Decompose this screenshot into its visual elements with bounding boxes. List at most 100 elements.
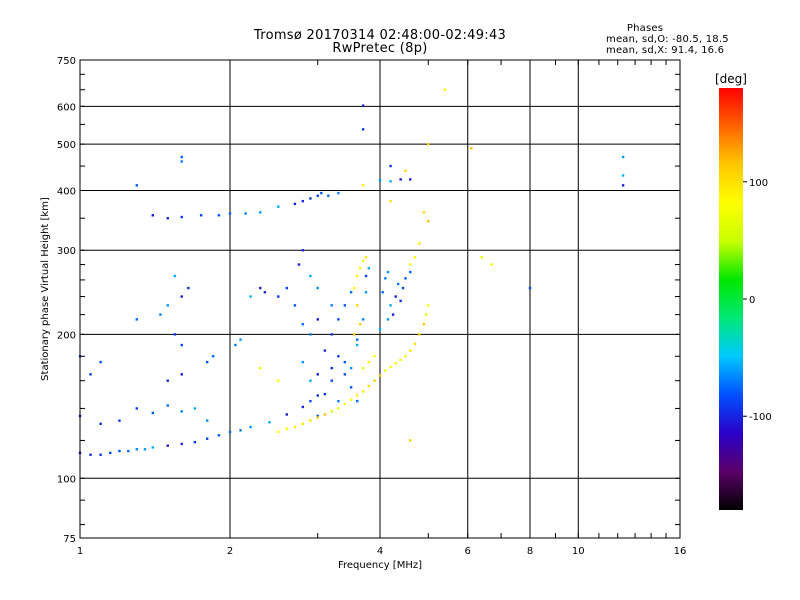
y-tick-label: 75 bbox=[63, 534, 76, 545]
x-tick-label: 2 bbox=[227, 546, 233, 557]
echo-point-o bbox=[316, 394, 319, 397]
echo-point-o bbox=[211, 355, 215, 358]
echo-point-x bbox=[409, 439, 412, 442]
echo-point-o bbox=[205, 419, 209, 422]
echo-point-o bbox=[409, 178, 412, 181]
echo-point-o bbox=[394, 295, 397, 298]
echo-point-x bbox=[361, 366, 365, 370]
echo-point-o bbox=[205, 437, 209, 440]
echo-point-o bbox=[384, 277, 387, 280]
echo-point-x bbox=[364, 256, 368, 259]
echo-point-o bbox=[259, 211, 262, 214]
echo-point-o bbox=[621, 184, 625, 187]
echo-point-o bbox=[323, 349, 327, 352]
x-tick-label: 4 bbox=[377, 546, 383, 557]
echo-point-x bbox=[367, 384, 371, 388]
echo-point-o bbox=[386, 270, 390, 274]
echo-point-x bbox=[259, 366, 262, 370]
echo-point-o bbox=[277, 295, 280, 298]
echo-point-o bbox=[301, 405, 305, 409]
echo-point-o bbox=[355, 343, 359, 347]
echo-point-o bbox=[621, 174, 625, 177]
echo-point-o bbox=[217, 214, 221, 217]
echo-point-o bbox=[293, 202, 297, 206]
x-tick-label: 10 bbox=[572, 546, 585, 557]
echo-point-o bbox=[193, 407, 197, 410]
x-axis-label: Frequency [MHz] bbox=[338, 560, 422, 571]
echo-point-o bbox=[268, 421, 271, 424]
x-tick-label: 16 bbox=[674, 546, 687, 557]
echo-point-o bbox=[285, 413, 288, 416]
echo-point-o bbox=[343, 304, 347, 307]
y-tick-label: 300 bbox=[57, 246, 76, 257]
echo-point-x bbox=[355, 274, 359, 278]
echo-point-o bbox=[337, 355, 340, 358]
echo-point-x bbox=[301, 422, 305, 426]
echo-point-o bbox=[309, 333, 312, 336]
echo-point-o bbox=[349, 386, 353, 389]
echo-point-o bbox=[309, 379, 312, 382]
echo-point-o bbox=[364, 291, 368, 294]
echo-point-o bbox=[293, 304, 297, 307]
axis-ticks: 1 2 4 6 8 10 16 75 100 200 300 400 500 600 750 bbox=[57, 56, 686, 557]
x-tick-label: 1 bbox=[77, 546, 83, 557]
echo-point-o bbox=[330, 304, 333, 307]
echo-point-x bbox=[355, 394, 359, 397]
y-tick-label: 100 bbox=[57, 474, 76, 485]
echo-point-o bbox=[99, 360, 102, 364]
echo-point-o bbox=[301, 199, 305, 203]
echo-point-o bbox=[330, 333, 333, 336]
echo-point-x bbox=[352, 333, 356, 336]
echo-point-o bbox=[249, 295, 252, 298]
echo-point-o bbox=[193, 440, 197, 444]
phases-x-stats: mean, sd,X: 91.4, 16.6 bbox=[606, 45, 725, 56]
echo-point-o bbox=[239, 429, 242, 432]
echo-point-x bbox=[418, 333, 421, 336]
echo-point-o bbox=[180, 343, 183, 347]
echo-point-x bbox=[367, 360, 371, 364]
echo-point-o bbox=[228, 430, 232, 434]
echo-point-o bbox=[316, 194, 319, 197]
x-tick-label: 8 bbox=[527, 546, 533, 557]
echo-point-x bbox=[480, 256, 483, 259]
echo-point-o bbox=[361, 104, 365, 107]
echo-point-x bbox=[373, 355, 376, 358]
echo-point-o bbox=[404, 277, 407, 280]
colorbar bbox=[719, 88, 743, 510]
y-tick-label: 600 bbox=[57, 102, 76, 113]
echo-point-o bbox=[244, 212, 247, 215]
echo-point-o bbox=[364, 274, 368, 278]
echo-point-x bbox=[384, 369, 387, 372]
echo-point-o bbox=[166, 379, 169, 382]
echo-point-o bbox=[259, 286, 262, 290]
echo-point-o bbox=[228, 212, 232, 215]
echo-point-o bbox=[399, 178, 402, 181]
echo-point-x bbox=[427, 220, 430, 223]
echo-point-o bbox=[180, 160, 183, 163]
echo-point-o bbox=[151, 214, 155, 217]
echo-point-o bbox=[135, 318, 138, 321]
echo-point-o bbox=[389, 304, 392, 307]
echo-point-o bbox=[316, 373, 319, 376]
echo-point-x bbox=[358, 267, 362, 270]
echo-point-x bbox=[330, 410, 333, 413]
echo-point-o bbox=[361, 128, 365, 131]
echo-point-x bbox=[309, 419, 312, 422]
echo-point-o bbox=[389, 180, 392, 183]
echo-point-x bbox=[378, 374, 382, 377]
echo-point-o bbox=[234, 343, 237, 347]
echo-point-o bbox=[166, 217, 169, 220]
chart-title: Tromsø 20170314 02:48:00-02:49:43 bbox=[253, 28, 507, 43]
echo-point-o bbox=[297, 263, 301, 266]
echo-point-o bbox=[378, 328, 382, 331]
echo-point-x bbox=[427, 304, 430, 307]
echo-point-o bbox=[180, 295, 183, 298]
echo-point-x bbox=[285, 427, 288, 430]
echo-point-o bbox=[135, 448, 138, 451]
echo-point-o bbox=[409, 270, 412, 274]
echo-point-o bbox=[309, 399, 312, 403]
echo-point-o bbox=[199, 214, 203, 217]
echo-point-x bbox=[361, 259, 365, 263]
echo-point-o bbox=[301, 360, 305, 364]
